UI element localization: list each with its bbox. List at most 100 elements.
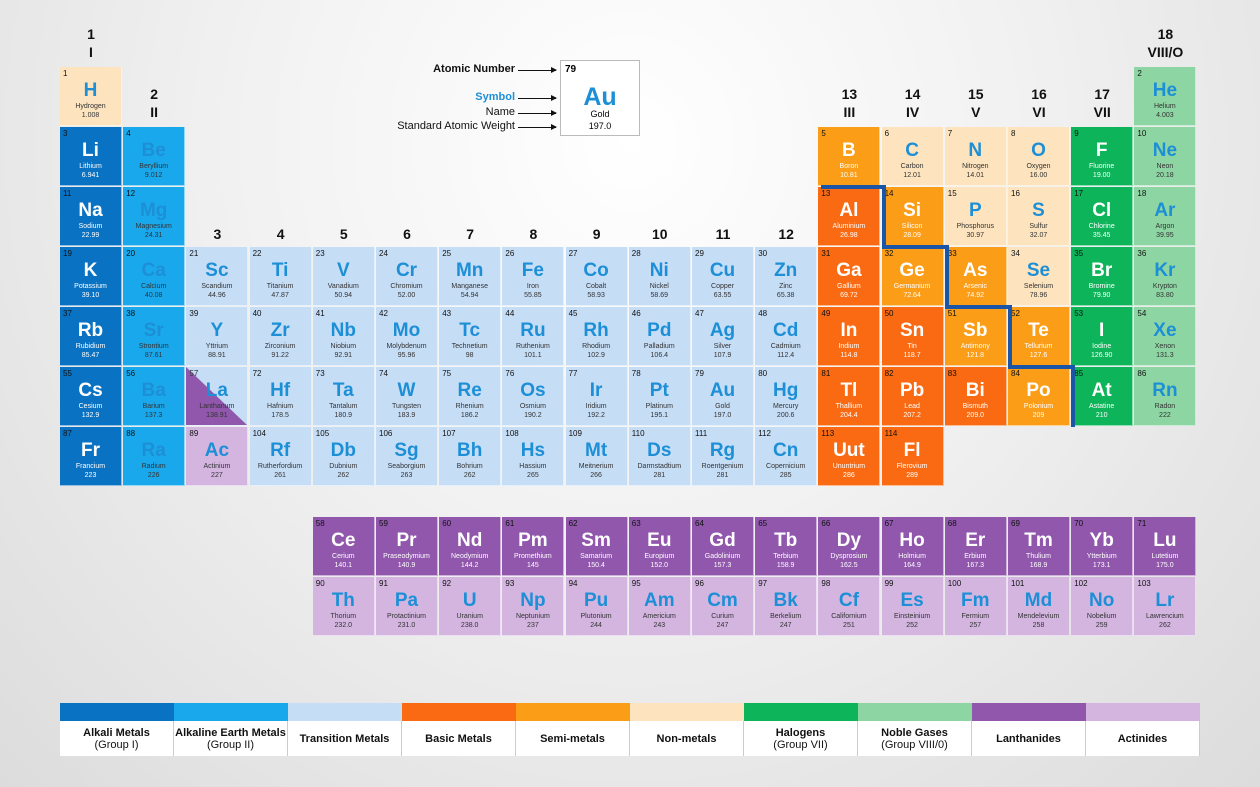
element-name: Terbium [773,553,799,560]
atomic-number: 19 [63,249,72,258]
element-symbol: Pu [583,590,609,611]
element-symbol: Se [1026,260,1051,281]
element-symbol: Tc [459,320,481,341]
group-roman-numeral: II [150,104,159,120]
element-cell-ds: 110 Ds Darmstadtium 281 [628,427,691,486]
legend-label: Halogens [775,726,826,739]
element-cell-in: 49 In Indium 114.8 [818,307,881,366]
element-name: Gallium [837,283,861,290]
element-symbol: Sc [205,260,229,281]
element-symbol: Tl [840,380,858,401]
legend-label: Alkali Metals [83,726,150,739]
atomic-number: 48 [758,309,768,318]
atomic-weight: 281 [653,472,666,479]
atomic-number: 20 [126,249,136,258]
element-symbol: Ce [331,530,356,551]
element-symbol: Ni [649,260,669,281]
element-symbol: Ge [899,260,925,281]
element-symbol: Md [1024,590,1053,611]
atomic-weight: 95.96 [397,352,416,359]
element-name: Seaborgium [387,463,426,470]
element-cell-o: 8 O Oxygen 16.00 [1008,127,1070,186]
atomic-number: 101 [1011,579,1025,588]
element-symbol: Ir [589,380,603,401]
legend-sublabel: (Group I) [94,738,139,751]
element-name: Lawrencium [1146,613,1184,620]
element-symbol: Sb [963,320,988,341]
legend-item-alkali: Alkali Metals (Group I) [60,721,174,756]
atomic-weight: 74.92 [966,292,985,299]
atomic-number: 50 [884,309,894,318]
element-symbol: Ti [271,260,289,281]
element-symbol: K [83,260,98,281]
element-cell-zn: 30 Zn Zinc 65.38 [755,247,818,306]
atomic-number: 100 [947,579,962,588]
element-cell-bi: 83 Bi Bismuth 209.0 [944,367,1007,426]
atomic-number: 113 [821,429,835,438]
element-name: Einsteinium [894,613,931,620]
element-cell-eu: 63 Eu Europium 152.0 [628,517,691,576]
group-number: 7 [466,226,475,242]
element-name: Zirconium [264,343,296,350]
element-symbol: Cn [773,440,799,461]
element-cell-ni: 28 Ni Nickel 58.69 [628,247,691,306]
atomic-number: 5 [821,129,826,138]
group-roman-numeral: V [971,104,981,120]
atomic-weight: 19.00 [1092,172,1111,179]
element-cell-rb: 37 Rb Rubidium 85.47 [60,307,122,366]
element-name: Chlorine [1088,223,1115,230]
atomic-number: 62 [568,519,578,528]
group-header-9: 9 [566,225,628,243]
legend-label: Lanthanides [996,732,1061,745]
element-cell-rf: 104 Rf Rutherfordium 261 [249,427,312,486]
atomic-weight: 35.45 [1092,232,1111,239]
element-cell-cd: 48 Cd Cadmium 112.4 [755,307,818,366]
element-symbol: Ds [647,440,672,461]
element-symbol: Rh [583,320,609,341]
atomic-weight: 262 [337,472,350,479]
element-name: Bromine [1088,283,1115,290]
element-cell-w: 74 W Tungsten 183.9 [376,367,438,426]
atomic-number: 34 [1011,249,1020,258]
element-cell-ho: 67 Ho Holmium 164.9 [881,517,944,576]
atomic-weight: 127.6 [1029,352,1048,359]
atomic-number: 93 [505,579,515,588]
legend-label: Transition Metals [299,732,390,745]
element-name: Cobalt [585,283,607,290]
element-symbol: Fe [521,260,544,281]
atomic-number: 28 [631,249,641,258]
atomic-weight: 197.0 [713,412,732,419]
element-name: Praseodymium [383,553,430,560]
element-name: Lead [904,403,920,410]
element-name: Niobium [330,343,357,350]
atomic-weight: 285 [779,472,792,479]
element-symbol: Gd [709,530,736,551]
element-cell-mn: 25 Mn Manganese 54.94 [439,247,502,306]
element-cell-kr: 36 Kr Krypton 83.80 [1134,247,1197,306]
atomic-number: 56 [126,369,136,378]
group-number: 9 [592,226,601,242]
element-symbol: Pm [518,530,548,551]
atomic-number: 85 [1074,369,1084,378]
atomic-weight: 78.96 [1029,292,1048,299]
element-name: Iridium [585,403,607,410]
atomic-number: 23 [315,249,325,258]
atomic-number: 82 [884,369,894,378]
atomic-number: 53 [1074,309,1084,318]
element-name: Americium [642,613,676,620]
group-number: 6 [403,226,411,242]
element-symbol: Cs [78,380,103,401]
element-name: Antimony [960,343,990,350]
element-symbol: Y [210,320,224,341]
element-symbol: Lr [1155,590,1175,611]
element-symbol: Re [457,380,482,401]
element-name: Neon [1156,163,1174,170]
element-name: Yttrium [205,343,228,350]
legend-item-alkaline: Alkaline Earth Metals (Group II) [174,721,288,756]
element-cell-be: 4 Be Beryllium 9.012 [123,127,186,186]
element-symbol: Cd [773,320,799,341]
element-cell-as: 33 As Arsenic 74.92 [944,247,1007,306]
element-symbol: Lu [1153,530,1177,551]
element-symbol: Tb [774,530,798,551]
group-header-14: 14 IV [882,85,944,121]
